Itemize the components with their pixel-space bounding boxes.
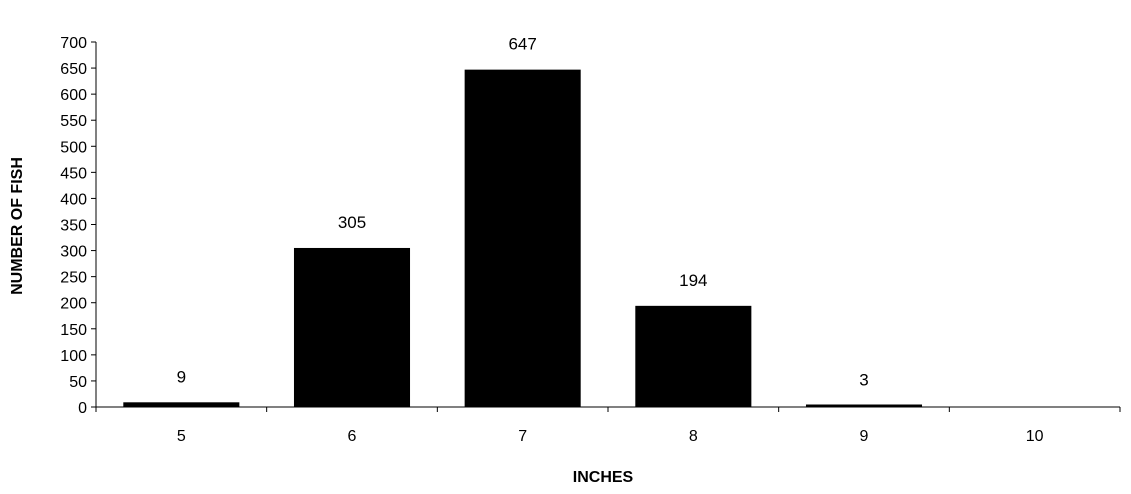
data-label: 647 — [508, 35, 536, 54]
y-tick-label: 450 — [60, 165, 87, 182]
y-tick-label: 650 — [60, 61, 87, 78]
data-labels: 9 305 647 194 3 — [177, 35, 869, 390]
x-axis: 5 6 7 8 9 10 — [95, 406, 1121, 445]
y-tick-label: 150 — [60, 322, 87, 339]
data-label: 3 — [859, 370, 868, 389]
bars — [123, 69, 923, 407]
y-tick-label: 550 — [60, 113, 87, 130]
y-tick-label: 100 — [60, 348, 87, 365]
y-tick-label: 300 — [60, 244, 87, 261]
y-tick-label: 50 — [69, 374, 87, 391]
y-tick-label: 400 — [60, 191, 87, 208]
x-tick-label: 7 — [518, 428, 527, 445]
x-tick-label: 10 — [1026, 428, 1044, 445]
bar — [464, 69, 581, 407]
y-tick-label: 700 — [60, 35, 87, 52]
y-axis-title: NUMBER OF FISH — [9, 157, 26, 295]
data-label: 9 — [177, 367, 186, 386]
bar — [805, 404, 923, 407]
bar — [293, 247, 411, 407]
y-axis: 0 50 100 150 200 250 300 350 400 450 500 550 600 650 7… — [60, 35, 97, 417]
bar — [635, 305, 752, 407]
bar — [123, 402, 240, 407]
y-tick-label: 600 — [60, 87, 87, 104]
x-tick-label: 8 — [689, 428, 698, 445]
x-axis-title: INCHES — [573, 469, 634, 486]
x-tick-label: 6 — [348, 428, 357, 445]
y-tick-label: 350 — [60, 218, 87, 235]
data-label: 194 — [679, 271, 707, 290]
data-label: 305 — [338, 213, 366, 232]
x-tick-label: 5 — [177, 428, 186, 445]
y-tick-label: 500 — [60, 139, 87, 156]
x-tick-label: 9 — [860, 428, 869, 445]
y-tick-label: 0 — [78, 400, 87, 417]
y-tick-label: 250 — [60, 270, 87, 287]
y-tick-label: 200 — [60, 296, 87, 313]
